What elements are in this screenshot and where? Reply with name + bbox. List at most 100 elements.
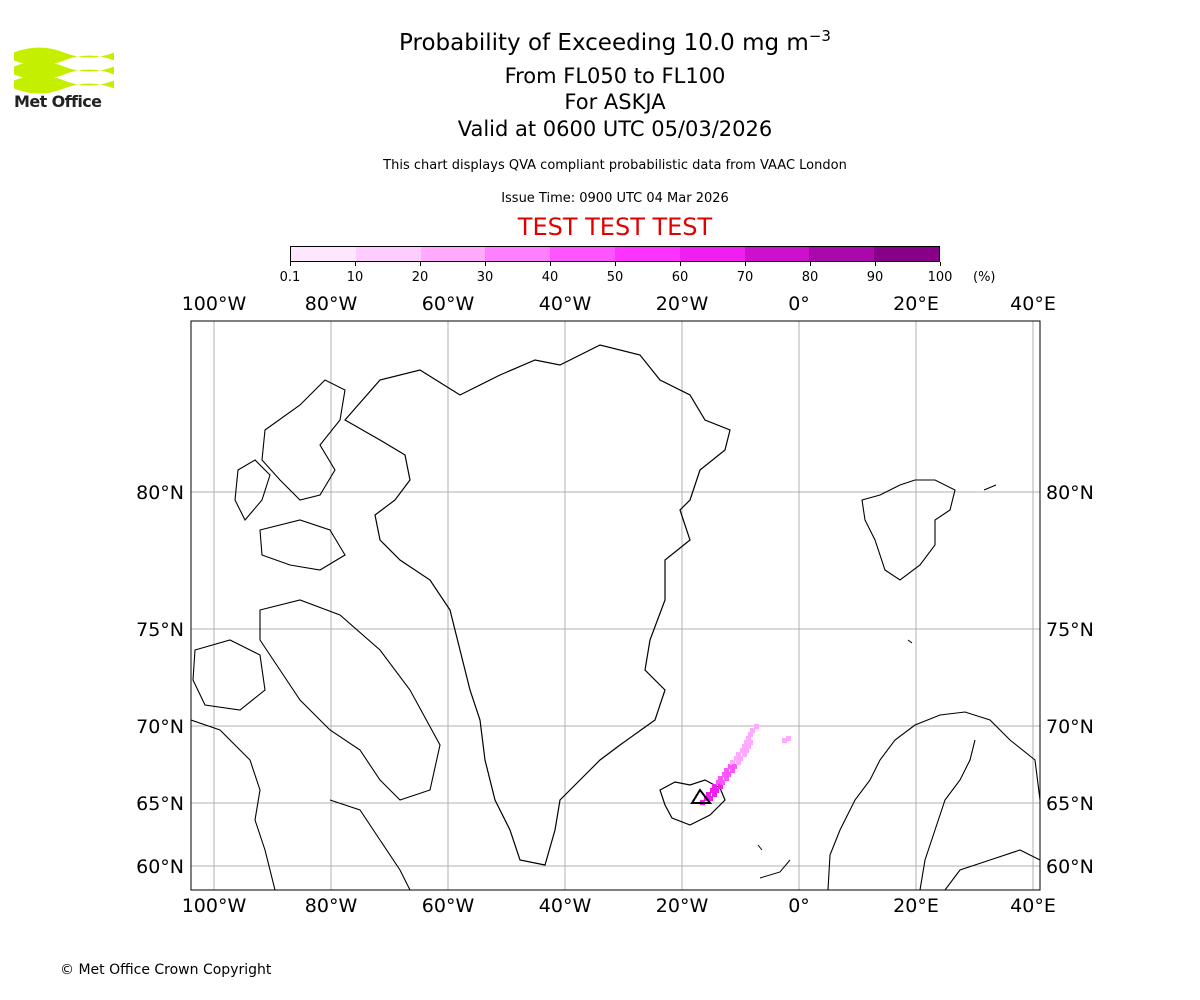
plume-cell [754, 724, 759, 729]
lon-label-bottom: 40°W [539, 895, 592, 917]
plume-cell [708, 796, 713, 801]
lon-label-top: 20°E [893, 293, 939, 315]
lon-label-bottom: 60°W [422, 895, 475, 917]
plume-cell [710, 788, 715, 793]
colorbar-tick-label: 0.1 [279, 270, 301, 285]
plume-cell [718, 776, 723, 781]
volcano-name: For ASKJA [564, 90, 666, 114]
colorbar-tick [940, 262, 941, 266]
plume-cell [712, 792, 717, 797]
plume-cell [748, 732, 753, 737]
plume-cell [718, 784, 723, 789]
colorbar-segment [809, 247, 875, 261]
lat-label-right: 60°N [1046, 856, 1094, 878]
scandinavia-coastline [827, 711, 1040, 890]
plume-cell [738, 756, 743, 761]
plume-cell [744, 740, 749, 745]
plume-cell [714, 788, 719, 793]
colorbar-segment [355, 247, 421, 261]
plume-cell [732, 764, 737, 769]
colorbar-tick-label: 90 [866, 270, 884, 285]
lon-label-bottom: 100°W [182, 895, 247, 917]
colorbar-tick-label: 10 [346, 270, 364, 285]
lat-label-left: 65°N [136, 793, 184, 815]
colorbar-tick-label: 50 [606, 270, 624, 285]
lon-label-bottom: 20°W [656, 895, 709, 917]
devon-coastline [259, 519, 346, 571]
lon-label-bottom: 0° [788, 895, 810, 917]
map-background [191, 321, 1040, 890]
lat-label-right: 80°N [1046, 482, 1094, 504]
colorbar-tick [550, 262, 551, 266]
colorbar-tick [810, 262, 811, 266]
colorbar-tick [485, 262, 486, 266]
lon-label-top: 40°W [539, 293, 592, 315]
lat-label-left: 60°N [136, 856, 184, 878]
valid-time: Valid at 0600 UTC 05/03/2026 [457, 117, 773, 141]
greenland-coastline [344, 344, 731, 866]
mainland-canada-coastline [191, 719, 411, 890]
colorbar-tick [875, 262, 876, 266]
colorbar-tick-label: 60 [671, 270, 689, 285]
colorbar-unit: (%) [973, 270, 996, 285]
lat-label-right: 75°N [1046, 619, 1094, 641]
lat-label-left: 80°N [136, 482, 184, 504]
plume-cell [736, 760, 741, 765]
lon-label-top: 20°W [656, 293, 709, 315]
copyright-text: © Met Office Crown Copyright [60, 962, 272, 978]
plume-cell [750, 728, 755, 733]
lon-label-top: 80°W [305, 293, 358, 315]
plume-cell [734, 756, 739, 761]
colorbar-segment [614, 247, 680, 261]
lat-label-right: 70°N [1046, 716, 1094, 738]
ash-plume [700, 724, 791, 805]
lat-label-left: 70°N [136, 716, 184, 738]
flight-levels: From FL050 to FL100 [504, 64, 726, 88]
plume-cell [748, 740, 753, 745]
coastlines [191, 344, 1040, 890]
plume-cell [722, 772, 727, 777]
plume-cell [740, 748, 745, 753]
colorbar-segment [291, 247, 356, 261]
plume-cell [724, 776, 729, 781]
lat-label-right: 65°N [1046, 793, 1094, 815]
bear-island-coastline [983, 484, 997, 491]
plume-cell [746, 736, 751, 741]
lon-label-top: 40°E [1010, 293, 1056, 315]
colorbar-segment [874, 247, 939, 261]
volcano-marker-icon [690, 788, 713, 804]
colorbar-segment [420, 247, 486, 261]
faroe-coastline [757, 844, 791, 879]
probability-colorbar [290, 246, 940, 262]
plume-cell [724, 768, 729, 773]
plume-cell [782, 738, 787, 743]
map-frame [190, 320, 1041, 891]
colorbar-tick-label: 70 [736, 270, 754, 285]
test-banner: TEST TEST TEST [517, 213, 713, 241]
plume-cell [742, 744, 747, 749]
axis-labels: 100°W 80°W 60°W 40°W 20°W 0° 20°E 40°E 100°W 80°W… [136, 293, 1094, 917]
axel-heiberg-coastline [234, 459, 271, 521]
title-text: Probability of Exceeding 10.0 mg m [399, 30, 809, 56]
colorbar-tick [420, 262, 421, 266]
lon-label-top: 0° [788, 293, 810, 315]
title-exponent: −3 [808, 27, 831, 45]
plume-cell [730, 768, 735, 773]
chart-title: Probability of Exceeding 10.0 mg m−3 [0, 27, 1200, 56]
colorbar-segment [744, 247, 810, 261]
plume-cell [746, 744, 751, 749]
ellesmere-coastline [261, 379, 346, 501]
victoria-coastline [192, 639, 266, 711]
lat-label-left: 75°N [136, 619, 184, 641]
colorbar-tick [680, 262, 681, 266]
plume-cell [728, 764, 733, 769]
colorbar-tick [745, 262, 746, 266]
colorbar-tick [355, 262, 356, 266]
colorbar-segment [485, 247, 551, 261]
plume-cell [706, 792, 711, 797]
disclaimer-text: This chart displays QVA compliant probab… [383, 158, 847, 173]
logo-text: Met Office [14, 92, 102, 111]
colorbar-segment [679, 247, 745, 261]
plume-cell [712, 784, 717, 789]
